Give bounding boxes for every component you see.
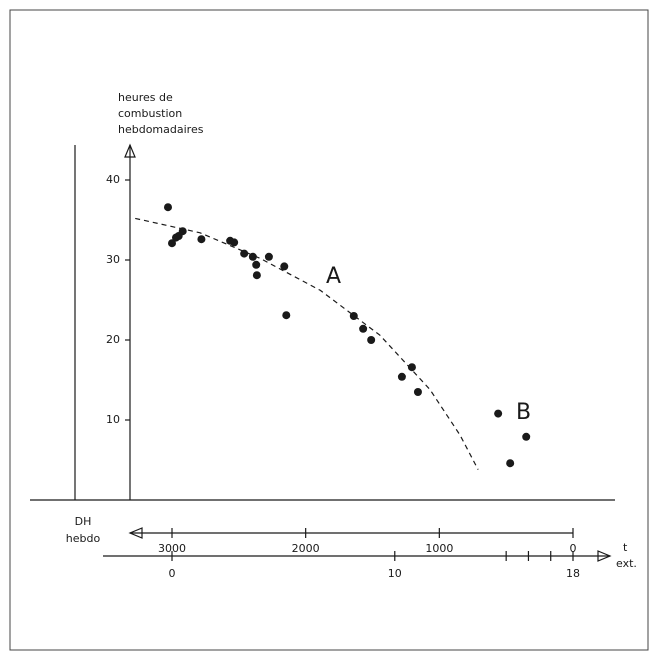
- x-tick-label: 3000: [158, 542, 186, 555]
- point: [407, 363, 416, 372]
- point: [168, 239, 176, 248]
- point: [178, 227, 187, 236]
- y-arrow: [124, 143, 136, 158]
- x2-tick-label: 18: [566, 567, 580, 580]
- point: [522, 432, 531, 441]
- x-tick-label: 2000: [292, 542, 320, 555]
- x-tick-label: 0: [570, 542, 577, 555]
- point: [280, 262, 289, 271]
- x2-label: t: [623, 541, 628, 554]
- annotation: B: [516, 400, 531, 425]
- point: [248, 252, 257, 261]
- point: [230, 238, 239, 247]
- dh-arrow: [128, 527, 143, 539]
- y-tick-label: 10: [106, 413, 120, 426]
- point: [163, 203, 172, 212]
- point: [359, 324, 368, 333]
- y-tick-label: 30: [106, 253, 120, 266]
- annotation: A: [326, 264, 341, 289]
- x2-tick-label: 10: [388, 567, 402, 580]
- point: [264, 252, 273, 261]
- t-arrow: [597, 550, 612, 562]
- point: [349, 312, 358, 320]
- y-label: combustion: [118, 107, 182, 120]
- x-label: hebdo: [66, 532, 101, 545]
- point: [240, 249, 249, 258]
- point: [282, 311, 291, 320]
- point: [197, 235, 206, 244]
- y-label: heures de: [118, 91, 173, 104]
- y-label: hebdomadaires: [118, 123, 204, 136]
- point: [252, 260, 261, 269]
- point: [252, 271, 261, 280]
- point: [413, 388, 422, 396]
- frame: [9, 9, 649, 651]
- point: [506, 459, 515, 468]
- y-tick-label: 40: [106, 173, 120, 186]
- x2-label: ext.: [616, 557, 637, 570]
- x2-tick-label: 0: [169, 567, 176, 580]
- fit-curve: [135, 217, 479, 470]
- x-label: DH: [75, 515, 92, 528]
- point: [367, 336, 376, 344]
- point: [397, 372, 406, 381]
- point: [494, 409, 503, 418]
- x-tick-label: 1000: [425, 542, 453, 555]
- y-tick-label: 20: [106, 333, 120, 346]
